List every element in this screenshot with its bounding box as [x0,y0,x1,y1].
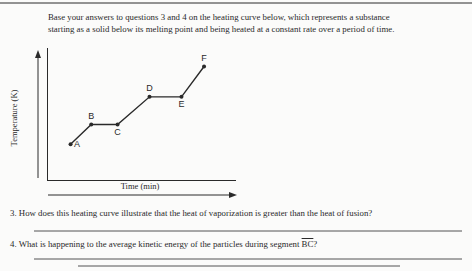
html-text:3. How does this heating curve: 3. How does this heating curve illustrat… [10,208,373,218]
html-text:Time (min): Time (min) [120,181,160,191]
svg-text:B: B [88,111,94,121]
svg-text:C: C [114,127,121,137]
svg-text:F: F [201,53,207,63]
html-text:Temperature (K): Temperature (K) [9,89,19,147]
html-text:Base your answers to questions: Base your answers to questions 3 and 4 o… [48,12,390,22]
svg-text:D: D [146,83,153,93]
svg-text:E: E [178,99,184,109]
svg-text:A: A [74,139,80,149]
html-text:4. What is happening to the av: 4. What is happening to the average kine… [10,239,318,249]
html-text:starting as a solid below its: starting as a solid below its melting po… [48,24,395,34]
